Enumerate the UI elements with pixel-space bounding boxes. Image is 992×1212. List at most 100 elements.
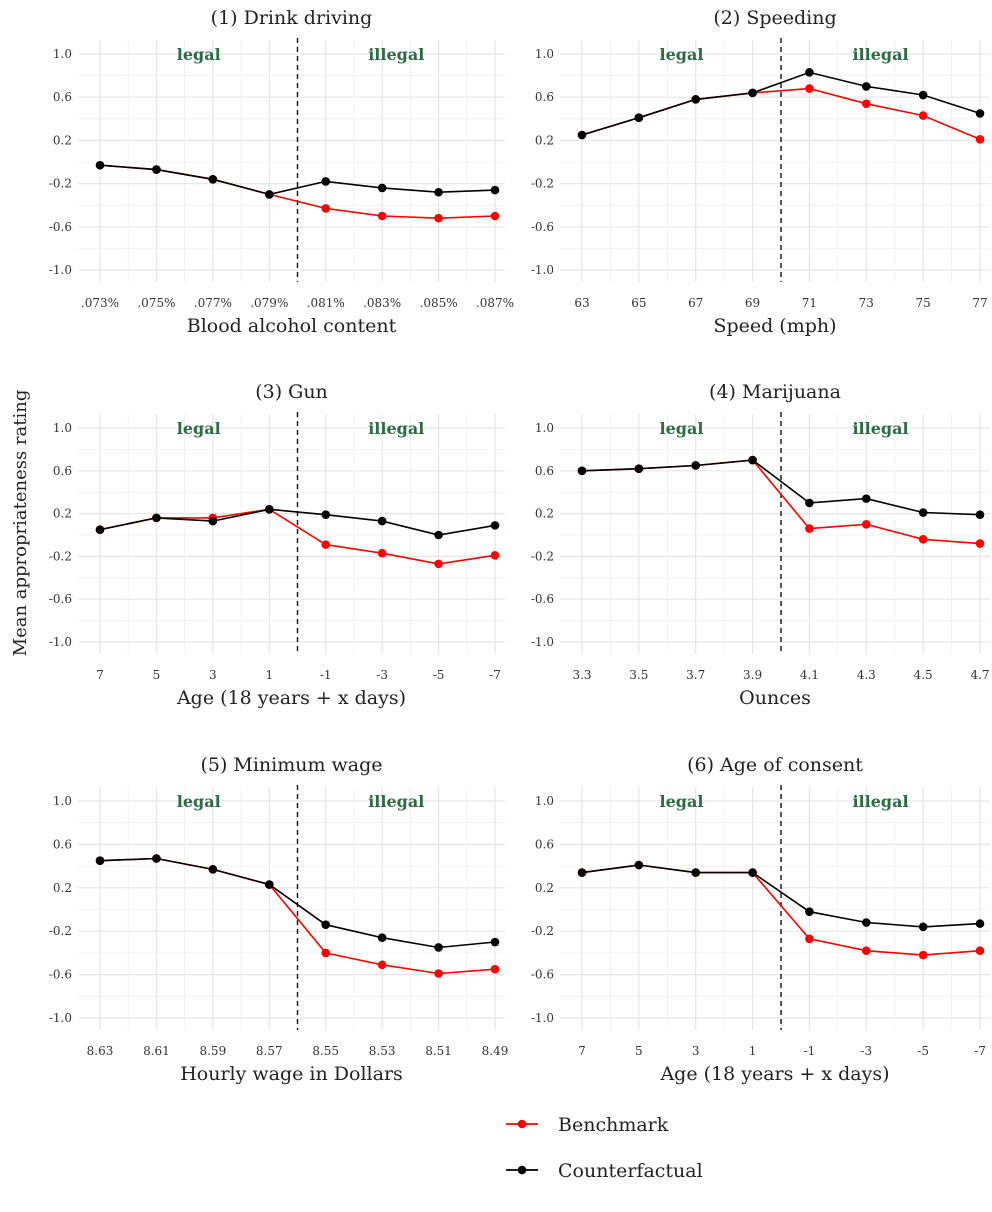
data-point xyxy=(490,964,500,974)
x-axis-label: Hourly wage in Dollars xyxy=(180,1063,403,1085)
data-point xyxy=(490,211,500,221)
data-point xyxy=(577,466,587,476)
x-tick-label: 8.61 xyxy=(143,1044,170,1058)
y-tick-label: -0.2 xyxy=(49,177,72,191)
x-tick-label: 4.5 xyxy=(914,668,933,682)
legend-label: Benchmark xyxy=(558,1114,669,1136)
data-point xyxy=(861,99,871,108)
x-axis-label: Ounces xyxy=(739,687,811,709)
y-tick-label: -1.0 xyxy=(531,1011,554,1025)
data-point xyxy=(975,539,985,548)
data-point xyxy=(95,856,105,865)
y-tick-label: -0.2 xyxy=(531,924,554,938)
x-tick-label: .075% xyxy=(137,296,175,310)
data-point xyxy=(577,868,587,877)
x-tick-label: -3 xyxy=(376,668,388,682)
x-tick-label: -7 xyxy=(974,1044,986,1058)
panel-title: (5) Minimum wage xyxy=(200,754,382,776)
y-tick-label: 0.2 xyxy=(535,881,554,895)
panel-6: (6) Age of consent 1.0 0.6 0.2 -0.2 -0.6 -1.0 7… xyxy=(531,754,990,1085)
data-point xyxy=(748,868,757,877)
y-axis-label: Mean appropriateness rating xyxy=(10,390,31,657)
y-tick-label: -0.6 xyxy=(531,968,554,982)
data-point xyxy=(975,946,985,956)
data-point xyxy=(805,68,814,77)
data-point xyxy=(805,907,814,916)
x-tick-label: 8.59 xyxy=(199,1044,226,1058)
data-point xyxy=(975,109,985,118)
series-counterfactual xyxy=(577,860,985,932)
y-tick-label: 0.2 xyxy=(53,507,72,521)
zone-label-illegal: illegal xyxy=(852,45,908,64)
legend-item-counterfactual: Counterfactual xyxy=(506,1160,703,1182)
data-point xyxy=(861,494,871,503)
x-tick-label: -3 xyxy=(860,1044,872,1058)
y-tick-label: -0.6 xyxy=(531,592,554,606)
x-tick-label: 77 xyxy=(972,296,987,310)
gridlines xyxy=(78,40,505,282)
x-tick-label: -7 xyxy=(489,668,501,682)
data-point xyxy=(634,860,644,870)
gridlines xyxy=(560,40,990,282)
data-point xyxy=(434,530,443,540)
panel-3: (3) Gun 1.0 0.6 0.2 -0.2 -0.6 -1.0 7 5 3 1 -1 -3 -5 -7… xyxy=(49,381,505,709)
data-point xyxy=(264,190,274,199)
x-tick-label: 3.5 xyxy=(629,668,648,682)
data-point xyxy=(434,213,443,223)
y-tick-label: 1.0 xyxy=(53,47,72,61)
data-point xyxy=(95,525,105,534)
y-tick-label: 0.2 xyxy=(53,133,72,147)
data-point xyxy=(918,111,928,120)
x-tick-label: 5 xyxy=(153,668,161,682)
data-point xyxy=(377,183,387,193)
panel-title: (4) Marijuana xyxy=(709,381,841,403)
legend: Benchmark Counterfactual xyxy=(506,1114,703,1182)
y-tick-label: -1.0 xyxy=(49,263,72,277)
x-tick-label: .079% xyxy=(250,296,288,310)
data-point xyxy=(264,505,274,514)
zone-label-legal: legal xyxy=(177,45,221,64)
y-tick-label: -0.6 xyxy=(49,592,72,606)
y-tick-label: -0.2 xyxy=(49,549,72,563)
x-tick-label: .085% xyxy=(420,296,458,310)
data-point xyxy=(918,922,928,932)
series-line xyxy=(581,71,981,136)
x-tick-label: 7 xyxy=(96,668,104,682)
y-tick-label: -1.0 xyxy=(49,1011,72,1025)
x-axis-label: Age (18 years + x days) xyxy=(176,687,406,709)
legend-label: Counterfactual xyxy=(558,1160,703,1182)
x-tick-label: 8.49 xyxy=(482,1044,509,1058)
x-tick-label: 8.63 xyxy=(87,1044,114,1058)
x-tick-label: 3.3 xyxy=(572,668,591,682)
y-tick-label: 1.0 xyxy=(535,421,554,435)
x-tick-label: -5 xyxy=(917,1044,929,1058)
y-tick-label: 1.0 xyxy=(53,421,72,435)
x-tick-label: 65 xyxy=(631,296,646,310)
zone-label-illegal: illegal xyxy=(368,45,424,64)
x-tick-label: -1 xyxy=(320,668,332,682)
x-tick-label: 69 xyxy=(745,296,760,310)
panel-5: (5) Minimum wage 1.0 0.6 0.2 -0.2 -0.6 -1.0 8.6… xyxy=(49,754,509,1085)
zone-label-legal: legal xyxy=(177,792,221,811)
data-point xyxy=(805,498,814,508)
zone-label-legal: legal xyxy=(660,419,704,438)
series-line xyxy=(581,459,981,516)
x-tick-label: 1 xyxy=(265,668,273,682)
x-tick-label: 4.1 xyxy=(800,668,819,682)
y-tick-label: -0.2 xyxy=(531,177,554,191)
x-axis-label: Blood alcohol content xyxy=(187,315,397,337)
y-tick-label: 0.6 xyxy=(53,837,72,851)
y-tick-label: -0.2 xyxy=(531,549,554,563)
x-tick-label: 3.7 xyxy=(686,668,705,682)
panel-title: (3) Gun xyxy=(255,381,328,403)
x-tick-label: 75 xyxy=(916,296,931,310)
x-tick-label: 4.3 xyxy=(857,668,876,682)
x-tick-label: 73 xyxy=(859,296,874,310)
data-point xyxy=(805,524,814,533)
panel-title: (2) Speeding xyxy=(713,7,836,29)
panel-title: (1) Drink driving xyxy=(211,7,373,29)
series-counterfactual xyxy=(95,505,500,540)
x-axis-label: Speed (mph) xyxy=(713,315,836,337)
data-point xyxy=(861,82,871,91)
x-tick-label: .083% xyxy=(363,296,401,310)
